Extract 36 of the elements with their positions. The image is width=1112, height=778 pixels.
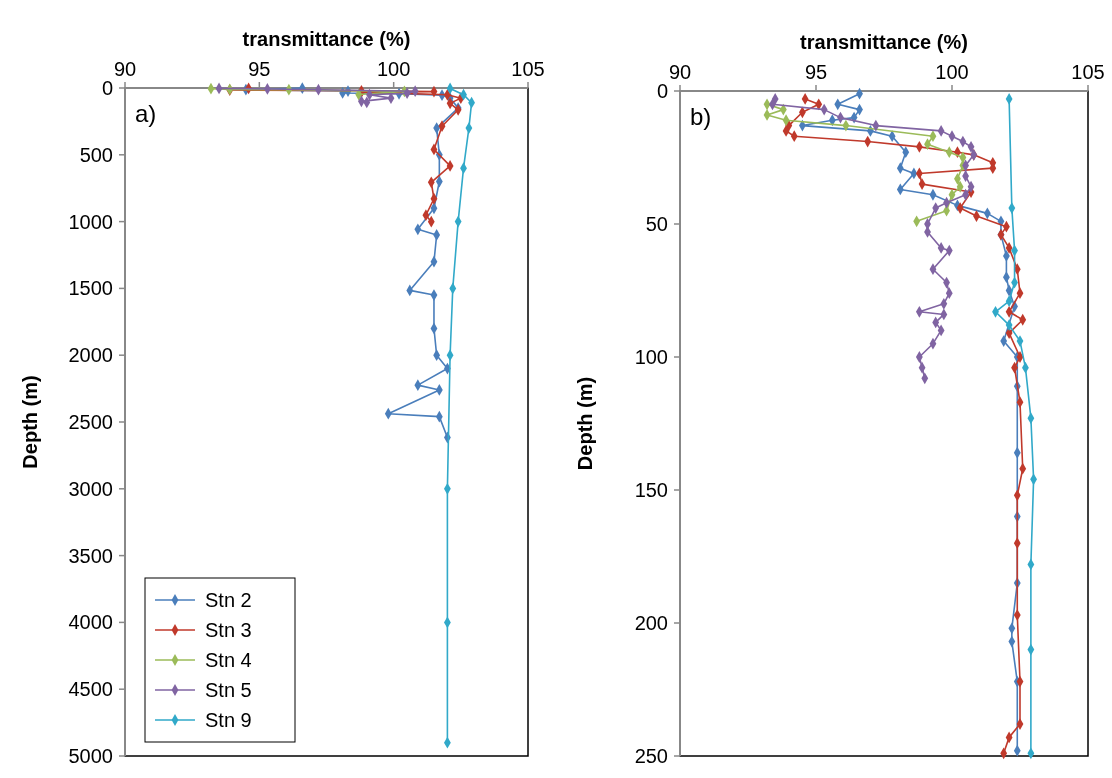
y-tick-label: 1500 (68, 277, 113, 300)
x-axis-title: transmittance (%) (800, 31, 968, 53)
y-tick-label: 100 (634, 346, 668, 368)
y-tick-label: 4500 (68, 678, 113, 701)
x-tick-label: 105 (1071, 61, 1105, 83)
x-tick-label: 105 (511, 58, 545, 80)
y-tick-label: 3000 (68, 477, 113, 500)
y-tick-label: 5000 (68, 745, 113, 767)
legend-label: Stn 5 (205, 679, 252, 701)
y-tick-label: 1000 (68, 210, 113, 233)
annotation: b) (690, 103, 712, 130)
y-tick-label: 0 (101, 77, 113, 99)
y-tick-label: 500 (79, 143, 113, 166)
x-axis-title: transmittance (%) (242, 28, 411, 50)
legend-label: Stn 3 (205, 619, 252, 641)
legend-label: Stn 9 (205, 709, 252, 731)
y-tick-label: 2000 (68, 344, 113, 367)
y-tick-label: 3500 (68, 544, 113, 567)
x-tick-label: 90 (113, 58, 137, 80)
x-tick-label: 95 (804, 61, 828, 83)
y-tick-label: 250 (634, 745, 668, 767)
x-tick-label: 90 (668, 61, 692, 83)
y-tick-label: 4000 (68, 611, 113, 634)
y-axis-title: Depth (m) (574, 376, 596, 471)
legend-label: Stn 2 (205, 589, 252, 611)
y-tick-label: 0 (656, 80, 668, 102)
y-tick-label: 2500 (68, 411, 113, 433)
y-axis-title: Depth (m) (19, 375, 41, 469)
legend-label: Stn 4 (205, 649, 252, 671)
x-tick-label: 100 (935, 61, 969, 83)
y-tick-label: 50 (645, 213, 668, 235)
y-tick-label: 200 (634, 612, 668, 634)
y-tick-label: 150 (634, 479, 668, 501)
x-tick-label: 95 (248, 58, 271, 80)
x-tick-label: 100 (376, 58, 411, 80)
annotation: a) (135, 100, 157, 127)
